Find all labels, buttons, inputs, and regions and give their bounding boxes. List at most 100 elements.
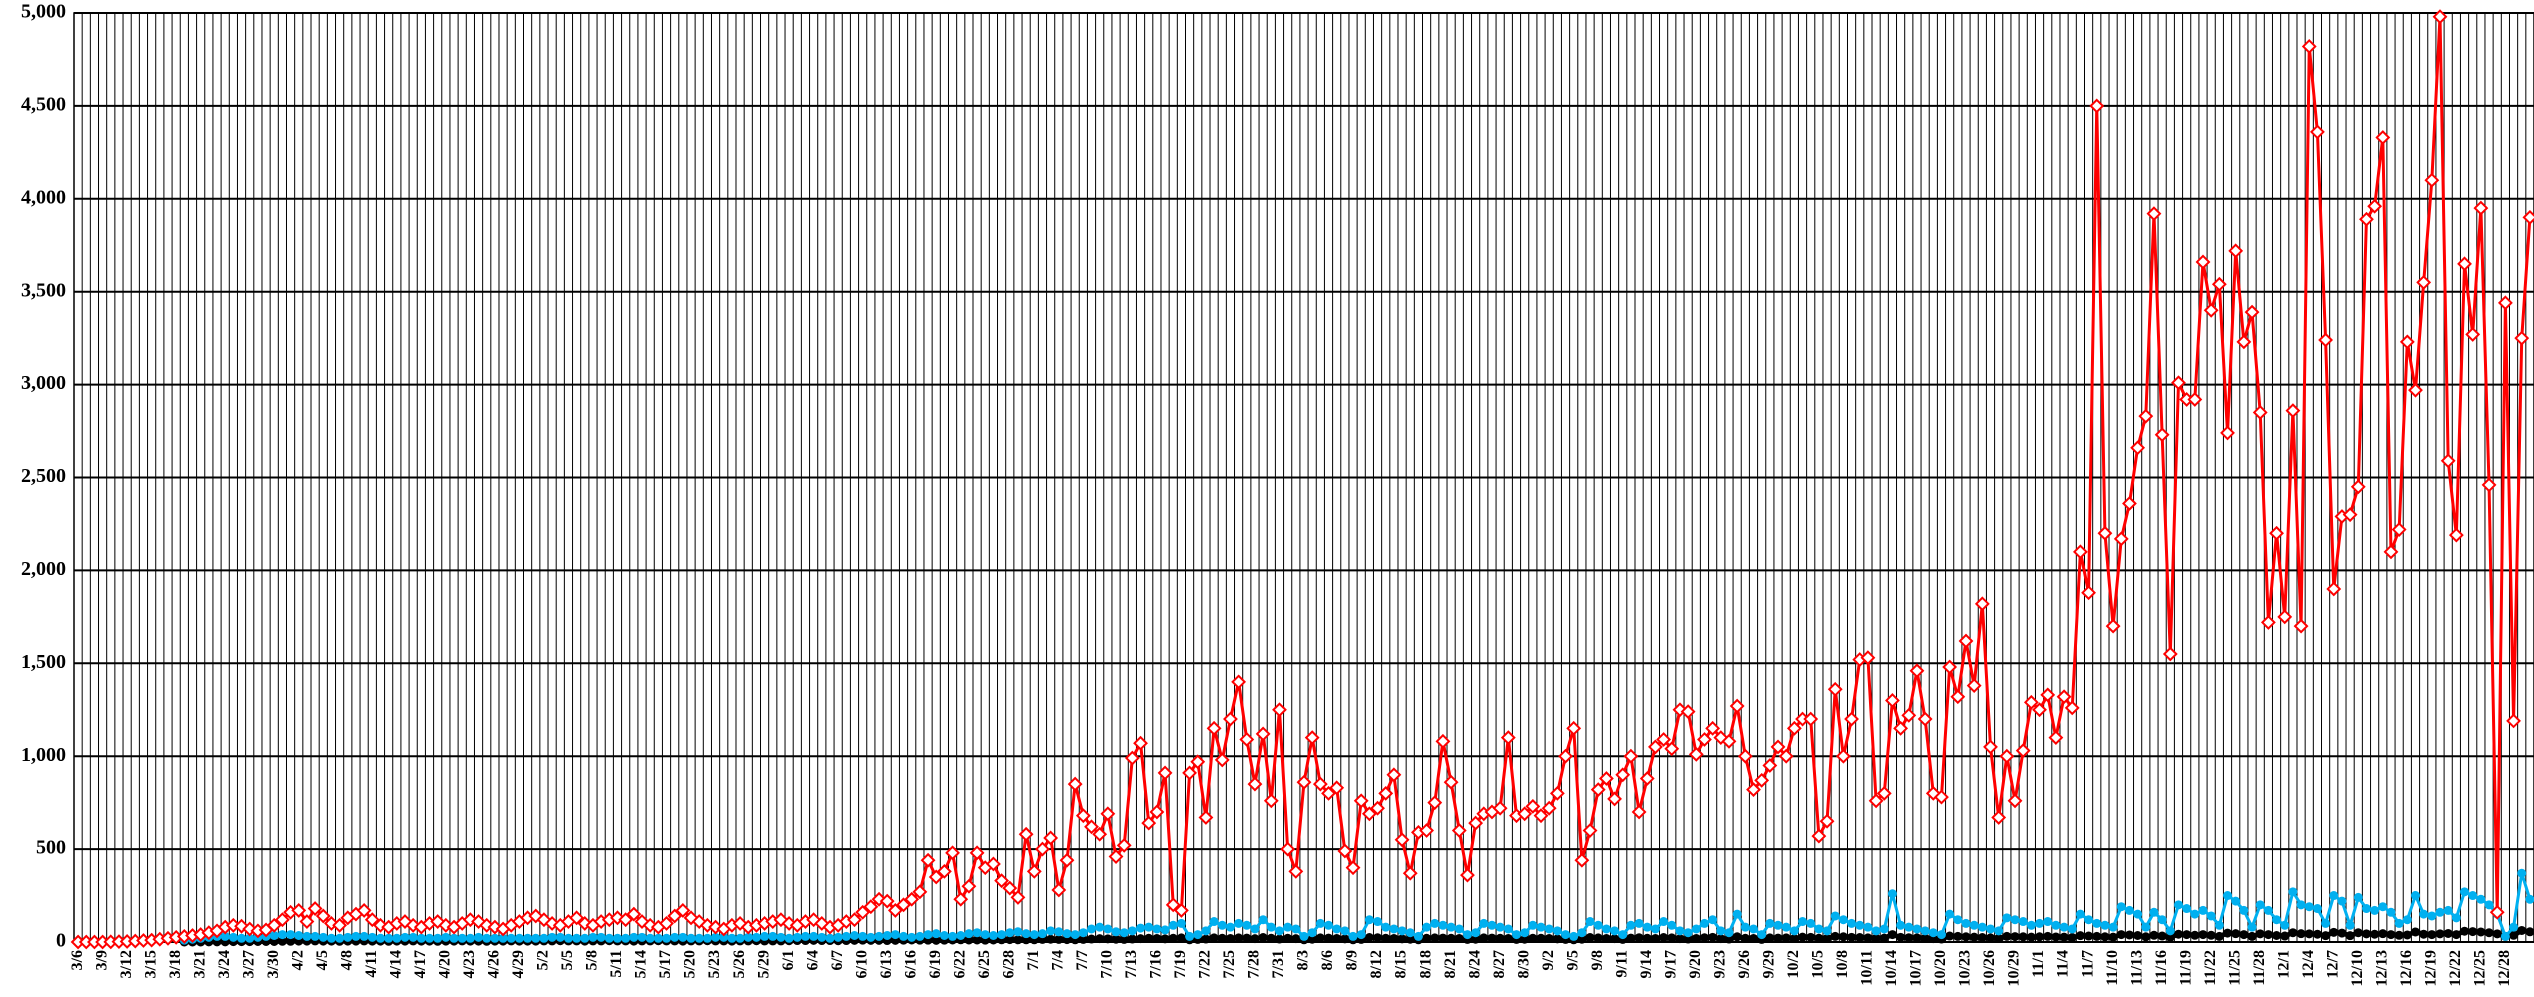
x-tick-label: 3/9 bbox=[93, 950, 110, 970]
data-point bbox=[1029, 930, 1039, 940]
data-point bbox=[356, 902, 372, 918]
data-point bbox=[2010, 932, 2020, 942]
data-point bbox=[555, 932, 565, 942]
data-point bbox=[1152, 924, 1162, 934]
x-tick-label: 12/22 bbox=[2447, 950, 2464, 986]
data-point bbox=[490, 933, 500, 943]
data-point bbox=[1863, 922, 1873, 932]
data-point bbox=[1650, 933, 1660, 943]
data-point bbox=[1095, 934, 1105, 944]
data-point bbox=[2424, 172, 2440, 188]
x-tick-label: 7/7 bbox=[1074, 950, 1091, 970]
data-point bbox=[1986, 933, 1996, 943]
data-point bbox=[1185, 931, 1195, 941]
data-point bbox=[1953, 931, 1963, 941]
data-point bbox=[1574, 852, 1590, 868]
data-point bbox=[997, 930, 1007, 940]
data-point bbox=[1675, 934, 1685, 944]
data-point bbox=[2075, 931, 2085, 941]
data-point bbox=[1822, 926, 1832, 936]
data-point bbox=[1977, 922, 1987, 932]
y-tick-label: 3,500 bbox=[21, 279, 66, 301]
data-point bbox=[1610, 926, 1620, 936]
data-point bbox=[1340, 926, 1350, 936]
y-tick-label: 3,000 bbox=[21, 372, 66, 394]
data-point bbox=[1650, 924, 1660, 934]
data-point bbox=[751, 932, 761, 942]
data-point bbox=[1634, 918, 1644, 928]
x-tick-label: 9/2 bbox=[1540, 950, 1557, 970]
data-point bbox=[1397, 934, 1407, 944]
x-tick-label: 9/20 bbox=[1687, 950, 1704, 978]
data-point bbox=[1108, 849, 1124, 864]
data-point bbox=[1525, 798, 1541, 814]
data-point bbox=[1697, 732, 1712, 747]
data-point bbox=[1737, 748, 1753, 764]
data-point bbox=[1765, 933, 1775, 943]
data-point bbox=[2370, 905, 2380, 915]
data-point bbox=[1193, 930, 1203, 940]
data-point bbox=[1623, 748, 1639, 764]
x-tick-label: 12/4 bbox=[2300, 950, 2317, 978]
data-point bbox=[367, 932, 377, 942]
data-point bbox=[1242, 933, 1252, 943]
data-point bbox=[2010, 915, 2020, 925]
data-point bbox=[1239, 732, 1255, 747]
data-point bbox=[1830, 911, 1840, 921]
data-point bbox=[1901, 707, 1917, 723]
data-point bbox=[1773, 920, 1783, 930]
data-point bbox=[792, 932, 802, 942]
data-point bbox=[1005, 928, 1015, 938]
data-point bbox=[2051, 932, 2061, 942]
data-point bbox=[2026, 920, 2036, 930]
data-point bbox=[1263, 793, 1279, 809]
data-point bbox=[1639, 771, 1655, 786]
data-point bbox=[2252, 405, 2268, 420]
data-point bbox=[1217, 933, 1227, 943]
data-point bbox=[1675, 926, 1685, 936]
x-tick-label: 11/16 bbox=[2153, 950, 2170, 986]
data-point bbox=[1835, 748, 1851, 764]
data-point bbox=[1356, 930, 1366, 940]
x-tick-label: 5/11 bbox=[608, 950, 625, 978]
data-point bbox=[1092, 826, 1108, 842]
data-point bbox=[972, 928, 982, 938]
data-point bbox=[1789, 926, 1799, 936]
data-point bbox=[315, 908, 331, 924]
data-point bbox=[1337, 843, 1353, 859]
data-point bbox=[514, 933, 524, 943]
data-point bbox=[2203, 302, 2219, 318]
x-tick-label: 12/25 bbox=[2472, 950, 2489, 986]
data-point bbox=[1740, 922, 1750, 932]
data-point bbox=[1422, 933, 1432, 943]
data-point bbox=[2465, 327, 2481, 342]
data-point bbox=[2206, 911, 2216, 921]
data-point bbox=[1983, 739, 1998, 755]
data-point bbox=[1119, 934, 1129, 944]
data-point bbox=[2223, 891, 2233, 901]
data-point bbox=[2277, 609, 2293, 625]
data-point bbox=[1974, 596, 1990, 612]
data-point bbox=[1724, 928, 1734, 938]
data-point bbox=[1103, 924, 1113, 934]
x-tick-label: 6/19 bbox=[927, 950, 944, 978]
data-point bbox=[2064, 700, 2080, 716]
data-point bbox=[2517, 925, 2527, 935]
data-point bbox=[547, 932, 557, 942]
data-point bbox=[2272, 915, 2282, 925]
x-tick-label: 3/21 bbox=[191, 950, 208, 978]
data-point bbox=[1928, 928, 1938, 938]
data-point bbox=[1018, 826, 1034, 842]
data-point bbox=[1430, 933, 1440, 943]
data-point bbox=[1896, 932, 1906, 942]
data-point bbox=[1871, 933, 1881, 943]
data-point bbox=[1893, 720, 1909, 736]
data-point bbox=[1778, 748, 1794, 764]
data-point bbox=[1258, 933, 1268, 943]
data-point bbox=[964, 935, 974, 945]
data-point bbox=[1291, 934, 1301, 944]
x-tick-label: 12/19 bbox=[2423, 950, 2440, 986]
data-point bbox=[2214, 920, 2224, 930]
data-point bbox=[1201, 926, 1211, 936]
